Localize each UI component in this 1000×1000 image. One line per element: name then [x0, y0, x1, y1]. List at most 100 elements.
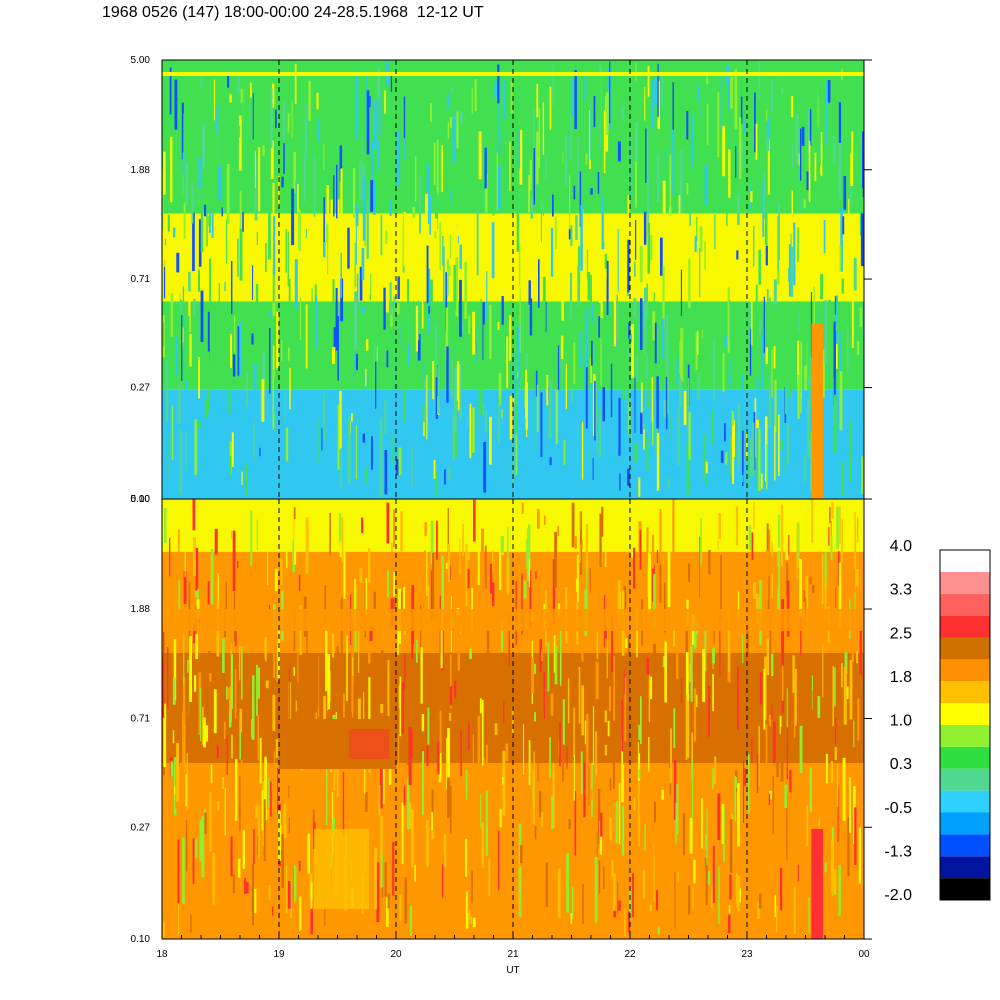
top-spectrogram-streak	[766, 444, 768, 490]
top-spectrogram-streak	[619, 473, 621, 491]
bottom-spectrogram-streak	[503, 700, 505, 724]
bottom-spectrogram-streak	[392, 841, 395, 896]
top-spectrogram-streak	[433, 459, 436, 479]
bottom-spectrogram-streak	[696, 694, 698, 707]
top-spectrogram-streak	[435, 365, 439, 419]
bottom-spectrogram-streak	[403, 586, 406, 609]
bottom-spectrogram-streak	[387, 893, 390, 909]
top-spectrogram-streak	[627, 194, 630, 248]
top-spectrogram-streak	[861, 456, 864, 495]
top-spectrogram-streak	[293, 152, 297, 194]
top-spectrogram-streak	[635, 122, 638, 166]
bottom-spectrogram-streak	[239, 646, 241, 681]
top-spectrogram-streak	[200, 290, 204, 342]
top-spectrogram-streak	[788, 268, 789, 282]
top-spectrogram-streak	[591, 388, 593, 431]
bottom-spectrogram-streak	[571, 886, 574, 919]
bottom-spectrogram-streak	[712, 846, 715, 903]
top-spectrogram-streak	[171, 405, 174, 460]
bottom-spectrogram-streak	[745, 810, 747, 875]
bottom-spectrogram-streak	[507, 679, 510, 700]
bottom-spectrogram-streak	[728, 610, 730, 673]
bottom-spectrogram-streak	[312, 591, 314, 621]
bottom-spectrogram-streak	[467, 569, 470, 589]
top-spectrogram-streak	[390, 73, 393, 92]
top-spectrogram-streak	[380, 214, 383, 256]
top-spectrogram-streak	[687, 398, 689, 446]
bottom-spectrogram-streak	[780, 504, 783, 567]
bottom-spectrogram-streak	[528, 740, 531, 786]
top-spectrogram-streak	[510, 244, 514, 284]
top-spectrogram-streak	[552, 194, 554, 217]
top-spectrogram-streak	[766, 131, 770, 151]
bottom-spectrogram-streak	[479, 698, 482, 714]
top-spectrogram-streak	[735, 146, 737, 179]
bottom-spectrogram-streak	[351, 620, 354, 685]
top-spectrogram-streak	[666, 314, 669, 374]
bottom-spectrogram-streak	[639, 530, 642, 570]
top-spectrogram-streak	[510, 81, 513, 114]
bottom-spectrogram-streak	[753, 502, 755, 530]
top-spectrogram-streak	[414, 156, 417, 202]
top-spectrogram-streak	[703, 434, 705, 480]
bottom-spectrogram-streak	[746, 631, 749, 667]
bottom-spectrogram-streak	[251, 864, 254, 926]
top-spectrogram-streak	[694, 236, 697, 253]
top-spectrogram-streak	[287, 231, 289, 287]
colorbar-frame	[939, 549, 991, 901]
top-spectrogram-streak	[494, 81, 498, 99]
bottom-spectrogram-streak	[780, 867, 783, 911]
top-spectrogram-streak	[456, 361, 459, 401]
bottom-spectrogram-streak	[705, 834, 707, 850]
top-spectrogram-streak	[228, 348, 231, 414]
bottom-spectrogram-streak	[267, 536, 269, 585]
top-spectrogram-streak	[170, 293, 173, 337]
bottom-spectrogram-streak	[357, 698, 361, 740]
top-spectrogram-streak	[698, 84, 700, 101]
bottom-spectrogram-streak	[654, 821, 657, 855]
bottom-spectrogram-streak	[743, 759, 745, 824]
bottom-spectrogram-streak	[690, 646, 693, 702]
top-spectrogram-streak	[533, 106, 535, 159]
top-spectrogram-streak	[545, 155, 547, 180]
bottom-spectrogram-streak	[237, 560, 239, 569]
top-spectrogram-streak	[355, 425, 357, 479]
bottom-spectrogram-streak	[717, 540, 719, 551]
top-spectrogram-streak	[439, 222, 441, 270]
bottom-spectrogram-streak	[723, 805, 725, 862]
bottom-spectrogram-streak	[791, 850, 793, 905]
bottom-spectrogram-streak	[830, 761, 834, 784]
top-spectrogram-streak	[592, 458, 594, 481]
top-spectrogram-streak	[602, 387, 605, 422]
bottom-spectrogram-streak	[288, 817, 290, 834]
bottom-spectrogram-streak	[758, 893, 762, 909]
top-spectrogram-streak	[838, 142, 842, 199]
top-spectrogram-streak	[287, 113, 290, 133]
bottom-spectrogram-streak	[460, 729, 462, 776]
top-spectrogram-streak	[651, 80, 655, 129]
top-spectrogram-streak	[423, 421, 425, 437]
top-spectrogram-streak	[573, 185, 576, 200]
top-spectrogram-streak	[634, 377, 636, 433]
top-spectrogram-streak	[397, 276, 400, 299]
bottom-spectrogram-streak	[257, 836, 259, 856]
top-spectrogram-streak	[699, 226, 703, 252]
bottom-spectrogram-streak	[677, 871, 679, 882]
bottom-spectrogram-streak	[718, 866, 720, 925]
colorbar-swatch	[940, 746, 990, 769]
top-spectrogram-streak	[622, 384, 626, 400]
bottom-spectrogram-streak	[836, 506, 839, 549]
bottom-spectrogram-streak	[462, 524, 464, 557]
top-spectrogram-streak	[207, 311, 210, 362]
top-spectrogram-streak	[540, 392, 543, 457]
top-spectrogram-streak	[724, 423, 726, 442]
top-spectrogram-streak	[374, 100, 377, 149]
colorbar-label: 3.3	[890, 582, 912, 599]
top-spectrogram-streak	[268, 204, 271, 260]
top-spectrogram-streak	[789, 313, 791, 368]
top-spectrogram-streak	[239, 228, 243, 281]
top-spectrogram-streak	[561, 271, 564, 321]
bottom-spectrogram-streak	[657, 926, 660, 935]
bottom-spectrogram-streak	[470, 917, 472, 924]
top-spectrogram-streak	[428, 306, 430, 314]
